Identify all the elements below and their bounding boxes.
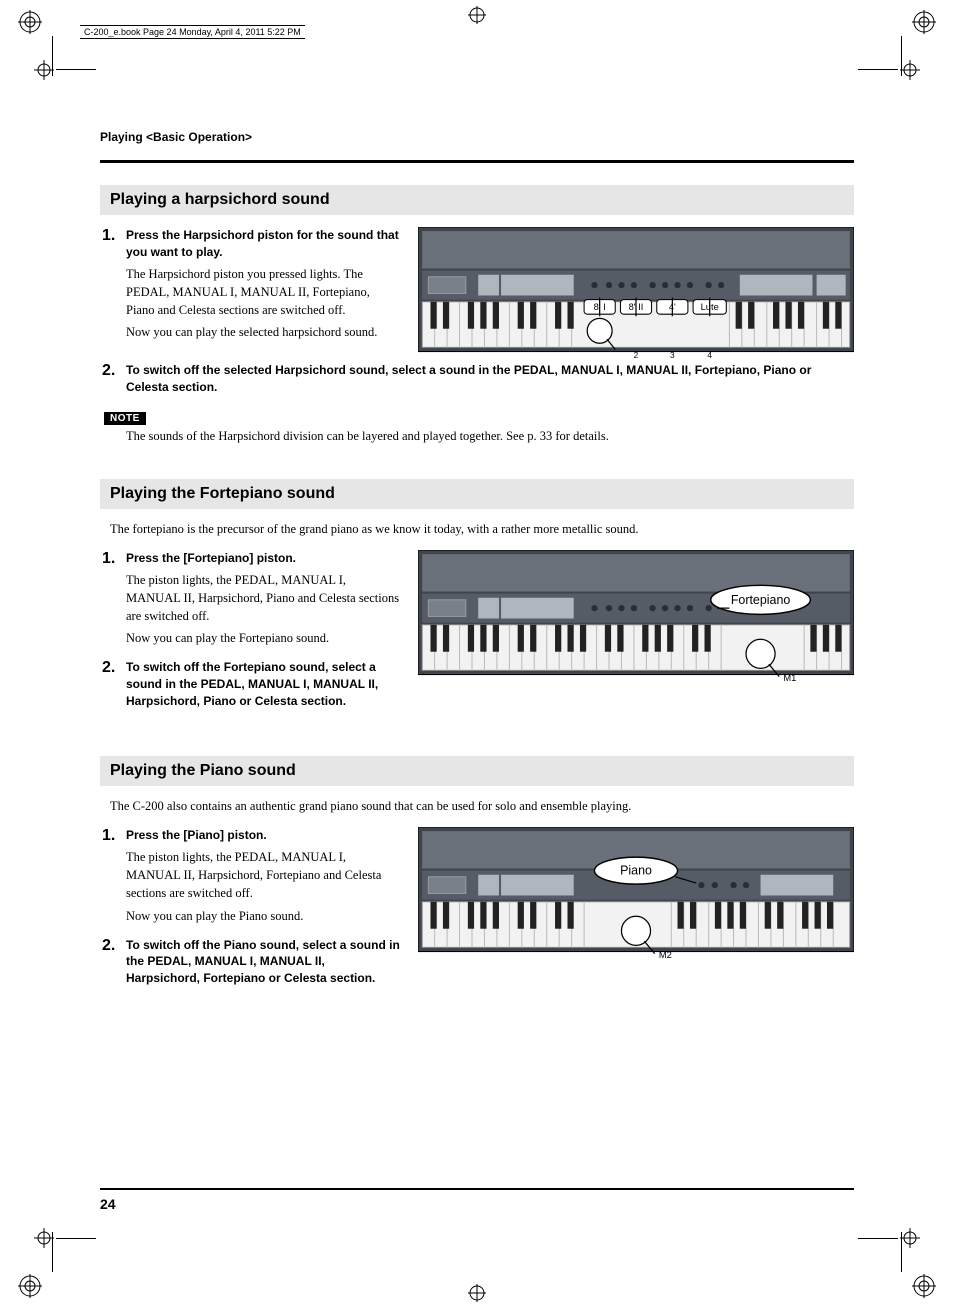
- step-text: The piston lights, the PEDAL, MANUAL I, …: [126, 571, 400, 625]
- trim-line: [901, 36, 902, 76]
- reg-mark-tr: [912, 10, 936, 34]
- step-text: Now you can play the selected harpsichor…: [126, 323, 400, 341]
- reg-mark-bl: [18, 1274, 42, 1298]
- note-text: The sounds of the Harpsichord division c…: [126, 427, 844, 445]
- figure-piano: Piano M2: [418, 827, 854, 962]
- crosshair-br: [900, 1228, 920, 1248]
- step: 2. To switch off the selected Harpsichor…: [100, 362, 854, 400]
- step-number: 2.: [100, 659, 126, 677]
- step-heading: Press the Harpsichord piston for the sou…: [126, 227, 400, 261]
- step-heading: Press the [Fortepiano] piston.: [126, 550, 400, 567]
- step: 1. Press the Harpsichord piston for the …: [100, 227, 400, 345]
- step-heading: To switch off the Piano sound, select a …: [126, 937, 400, 987]
- step-number: 1.: [100, 550, 126, 568]
- section-title: Playing the Piano sound: [100, 756, 854, 786]
- step-number: 2.: [100, 937, 126, 955]
- step-text: Now you can play the Piano sound.: [126, 907, 400, 925]
- svg-text:3: 3: [670, 350, 675, 360]
- figure-fortepiano: Fortepiano M1: [418, 550, 854, 685]
- trim-line: [56, 1238, 96, 1239]
- page-footer: 24: [100, 1188, 854, 1212]
- step: 1. Press the [Piano] piston. The piston …: [100, 827, 400, 928]
- svg-text:Fortepiano: Fortepiano: [731, 593, 791, 607]
- crosshair-tr: [900, 60, 920, 80]
- trim-line: [52, 1232, 53, 1272]
- step: 2. To switch off the Fortepiano sound, s…: [100, 659, 400, 713]
- section-title: Playing a harpsichord sound: [100, 185, 854, 215]
- section-intro: The C-200 also contains an authentic gra…: [110, 798, 844, 816]
- print-slug: C-200_e.book Page 24 Monday, April 4, 20…: [80, 25, 305, 39]
- step-heading: To switch off the Fortepiano sound, sele…: [126, 659, 400, 709]
- trim-line: [858, 1238, 898, 1239]
- reg-mark-tl: [18, 10, 42, 34]
- step-number: 1.: [100, 227, 126, 245]
- trim-line: [858, 69, 898, 70]
- step-heading: Press the [Piano] piston.: [126, 827, 400, 844]
- reg-mark-br: [912, 1274, 936, 1298]
- page-content: Playing <Basic Operation> Playing a harp…: [100, 70, 854, 1238]
- section-intro: The fortepiano is the precursor of the g…: [110, 521, 844, 539]
- reg-mark-center-bot: [468, 1284, 486, 1302]
- step-heading: To switch off the selected Harpsichord s…: [126, 362, 854, 396]
- trim-line: [52, 36, 53, 76]
- page-number: 24: [100, 1196, 854, 1212]
- section-harpsichord: Playing a harpsichord sound 1. Press the…: [100, 185, 854, 445]
- reg-mark-center-top: [468, 6, 486, 24]
- trim-line: [901, 1232, 902, 1272]
- svg-text:M2: M2: [659, 950, 672, 960]
- step: 1. Press the [Fortepiano] piston. The pi…: [100, 550, 400, 651]
- section-title: Playing the Fortepiano sound: [100, 479, 854, 509]
- step-text: The Harpsichord piston you pressed light…: [126, 265, 400, 319]
- rule-top: [100, 160, 854, 163]
- step-number: 1.: [100, 827, 126, 845]
- breadcrumb: Playing <Basic Operation>: [100, 130, 854, 144]
- svg-text:4: 4: [707, 350, 712, 360]
- rule-bottom: [100, 1188, 854, 1190]
- step-text: The piston lights, the PEDAL, MANUAL I, …: [126, 848, 400, 902]
- figure-harpsichord: 8' I 8' II 4' Lute 2: [418, 227, 854, 362]
- note-badge: NOTE: [104, 412, 146, 425]
- crosshair-tl: [34, 60, 54, 80]
- crosshair-bl: [34, 1228, 54, 1248]
- step-text: Now you can play the Fortepiano sound.: [126, 629, 400, 647]
- svg-text:Piano: Piano: [620, 864, 652, 878]
- section-piano: Playing the Piano sound The C-200 also c…: [100, 756, 854, 999]
- svg-text:2: 2: [634, 350, 639, 360]
- svg-text:M1: M1: [783, 673, 796, 683]
- step: 2. To switch off the Piano sound, select…: [100, 937, 400, 991]
- trim-line: [56, 69, 96, 70]
- step-number: 2.: [100, 362, 126, 380]
- section-fortepiano: Playing the Fortepiano sound The fortepi…: [100, 479, 854, 722]
